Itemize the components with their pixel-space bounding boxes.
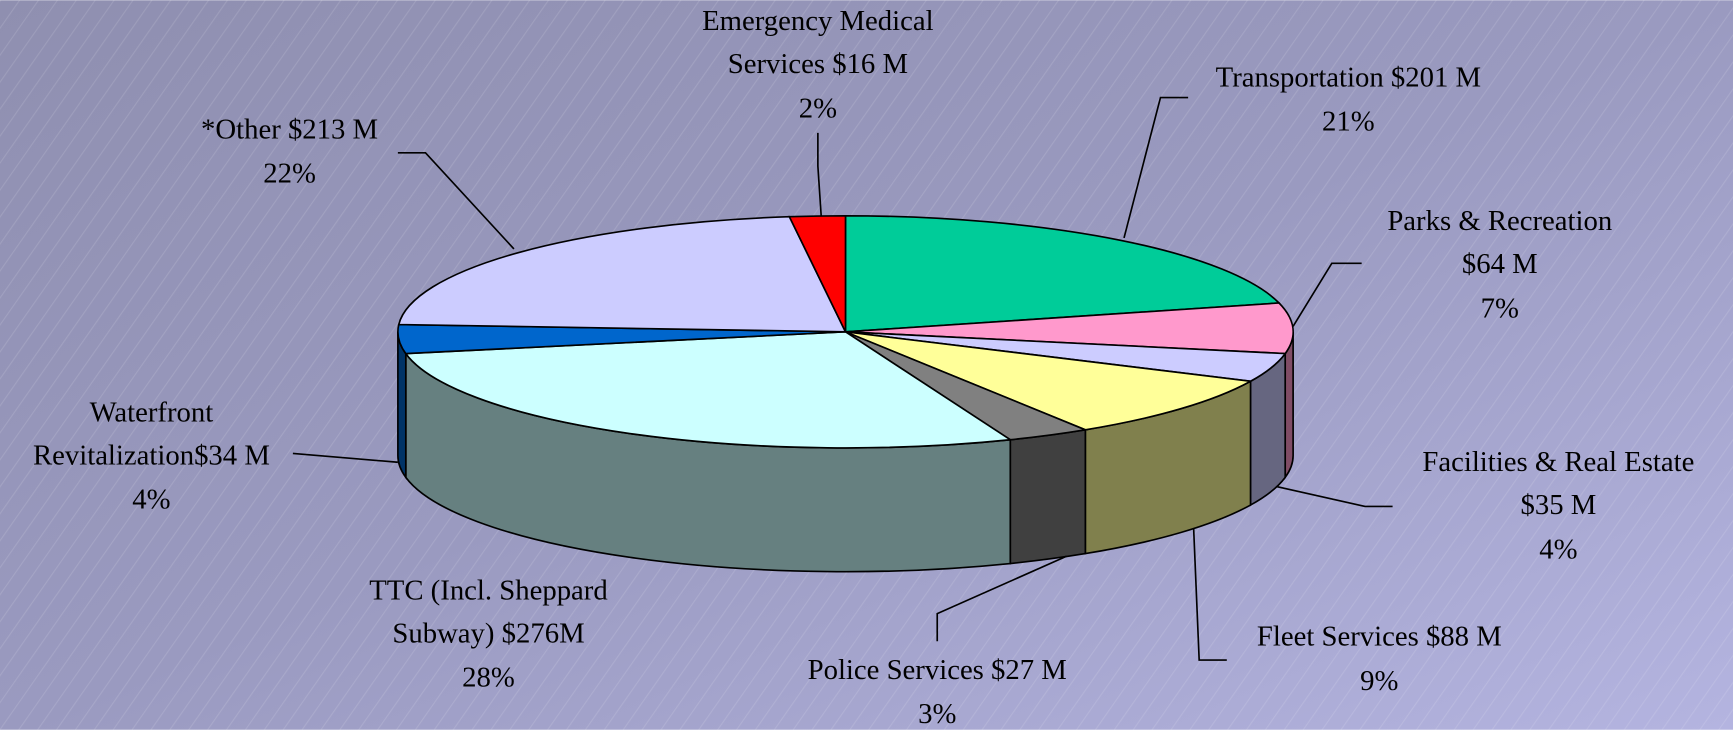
slice — [844, 214, 1281, 333]
category-label: Parks & Recreation — [1387, 205, 1612, 237]
category-label: $35 M — [1520, 489, 1596, 521]
percent-label: 7% — [1481, 292, 1519, 324]
slice-side — [397, 331, 407, 480]
category-label: Transportation $201 M — [1216, 61, 1481, 93]
category-label: TTC (Incl. Sheppard — [369, 574, 608, 606]
percent-label: 2% — [799, 92, 837, 124]
slice-label: Transportation $201 M 21% — [1123, 61, 1481, 239]
category-label: Services $16 M — [728, 48, 908, 80]
pie — [397, 214, 1294, 573]
percent-label: 28% — [462, 662, 515, 694]
category-label: Facilities & Real Estate — [1422, 446, 1694, 478]
leader-line — [1292, 262, 1362, 327]
leader-line — [936, 555, 1067, 642]
slice-label: Police Services $27 M 3% — [808, 555, 1067, 730]
leader-line — [1276, 485, 1393, 508]
percent-label: 4% — [1539, 533, 1577, 565]
percent-label: 3% — [918, 698, 956, 730]
category-label: Waterfront — [90, 396, 214, 428]
leader-line — [817, 132, 823, 216]
slice-label: TTC (Incl. Sheppard Subway) $276M 28% — [369, 574, 608, 693]
category-label: $64 M — [1462, 248, 1538, 280]
slice-side — [1284, 331, 1294, 480]
slice-label: Facilities & Real Estate $35 M 4% — [1276, 446, 1694, 565]
leader-line — [1123, 96, 1189, 239]
percent-label: 22% — [263, 158, 316, 190]
slice — [845, 331, 1254, 431]
category-label: Revitalization$34 M — [33, 439, 270, 471]
slice — [845, 302, 1294, 355]
slice — [788, 214, 847, 333]
slice-label: Parks & Recreation $64 M 7% — [1292, 205, 1612, 327]
slice-label: Emergency Medical Services $16 M 2% — [702, 5, 934, 216]
category-label: Subway) $276M — [392, 617, 584, 649]
slice — [397, 215, 847, 333]
percent-label: 9% — [1360, 665, 1398, 697]
slice-label: Fleet Services $88 M 9% — [1192, 528, 1502, 697]
percent-label: 4% — [132, 484, 170, 516]
slice-side — [1009, 428, 1087, 565]
category-label: Fleet Services $88 M — [1257, 621, 1502, 653]
category-label: Emergency Medical — [702, 5, 934, 37]
category-label: *Other $213 M — [201, 113, 378, 145]
category-label: Police Services $27 M — [808, 654, 1067, 686]
labels: Transportation $201 M 21% Parks & Recreati… — [33, 5, 1694, 730]
slice-label: Waterfront Revitalization$34 M 4% — [33, 396, 398, 516]
slice — [404, 331, 1013, 449]
percent-label: 21% — [1322, 106, 1375, 138]
leader-line — [1192, 528, 1227, 661]
leader-line — [397, 151, 515, 250]
leader-line — [292, 452, 398, 464]
slice-label: *Other $213 M 22% — [201, 113, 515, 250]
